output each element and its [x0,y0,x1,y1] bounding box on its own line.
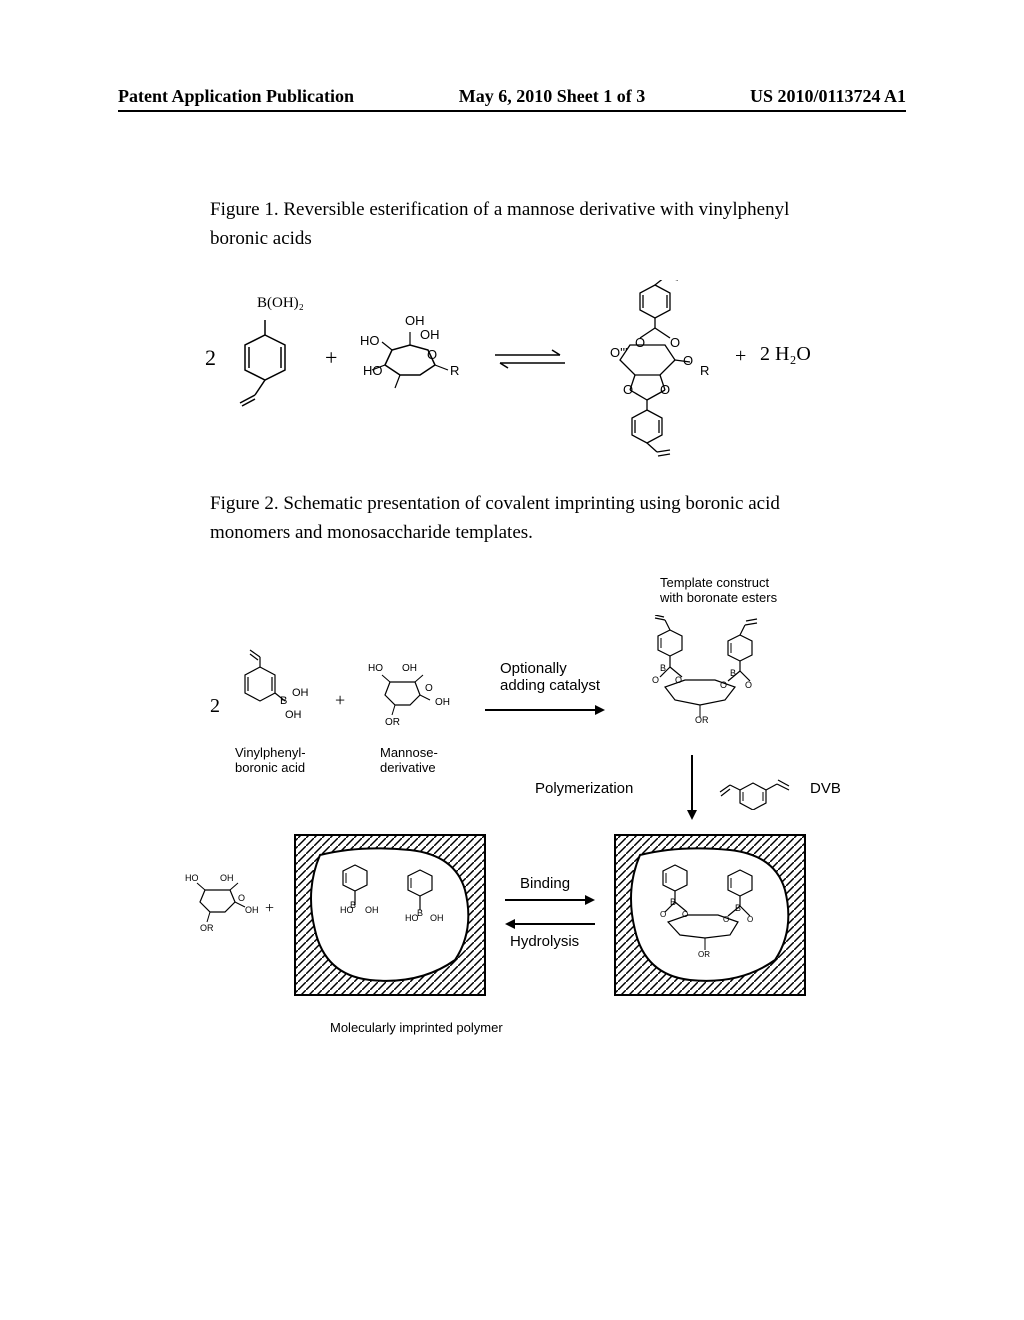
figure1-diagram: 2 B(OH)₂ + OH OH HO HO O R [205,285,815,460]
fig2-rm-oh2: OH [245,905,259,915]
fig1-prod-r: R [700,363,709,378]
fig1-prod-o5: O [623,382,633,397]
fig2-m-o: O [425,683,433,694]
figure2-caption: Figure 2. Schematic presentation of cova… [210,490,840,547]
fig2-arrow-binding [500,893,600,908]
fig2-pb-o4: O [747,915,753,924]
fig1-prod-o6: O [660,382,670,397]
fig2-tc-b1: B [660,663,666,673]
fig2-rm-o: O [238,893,245,903]
fig2-arrow-down [680,750,705,825]
fig2-oh1: OH [292,687,309,699]
fig1-prod-o2: O [670,335,680,350]
figure2-diagram: Template construct with boronate esters … [180,575,840,1075]
figure1-caption: Figure 1. Reversible esterification of a… [210,196,810,253]
fig2-plus2: + [265,900,274,918]
fig2-polymerization-label: Polymerization [535,780,633,797]
fig2-vinyl-label: Vinylphenyl- boronic acid [235,745,306,775]
fig1-prod-o3: O''' [610,345,628,360]
header-rule [118,110,906,112]
header-right: US 2010/0113724 A1 [750,86,906,107]
fig2-tc-o2: O [675,675,682,685]
fig2-plus1: + [335,690,345,711]
fig1-equilibrium-arrows [490,345,570,375]
fig1-plus: + [325,345,337,371]
fig2-tc-or: OR [695,715,709,725]
fig2-arrow1 [480,700,610,720]
fig1-prod-o4: O [683,353,693,368]
fig2-tc-o4: O [745,680,752,690]
fig2-polymer-bound [610,830,810,1000]
fig2-tc-b2: B [730,668,736,678]
page-header: Patent Application Publication May 6, 20… [0,86,1024,107]
fig1-oh2: OH [420,327,440,342]
fig2-tc-o3: O [720,680,727,690]
fig2-pe-b1: B [350,900,356,910]
fig1-boh2-label: B(OH)₂ [257,295,304,312]
fig1-mannose-structure [360,320,470,400]
fig2-rm-or: OR [200,923,214,933]
fig2-template-label: Template construct with boronate esters [660,575,777,605]
fig2-arrow-hydrolysis [500,917,600,932]
fig2-pe-b2: B [417,908,423,918]
fig2-oh2: OH [285,709,302,721]
fig2-hydrolysis-label: Hydrolysis [510,933,579,950]
fig2-m-or: OR [385,717,400,728]
fig2-coeff: 2 [210,695,220,718]
fig2-pb-o1: O [660,910,666,919]
fig2-pb-b1: B [670,897,676,907]
fig2-binding-label: Binding [520,875,570,892]
header-center: May 6, 2010 Sheet 1 of 3 [459,86,645,107]
fig2-pe-oh2: OH [430,913,444,923]
fig2-m-oh: OH [402,663,417,674]
fig1-h2o: 2 H₂O [760,343,811,366]
fig2-pb-b2: B [735,903,741,913]
fig2-mip-caption: Molecularly imprinted polymer [330,1020,503,1035]
fig2-pe-oh1: OH [365,905,379,915]
fig2-polymer-empty [290,830,490,1000]
fig2-rm-oh: OH [220,873,234,883]
fig1-coeff: 2 [205,345,216,371]
fig2-tc-o1: O [652,675,659,685]
fig2-rm-ho: HO [185,873,199,883]
fig1-ho1: HO [360,333,380,348]
fig2-pb-o3: O [723,915,729,924]
fig1-o: O [427,347,437,362]
fig2-m-oh2: OH [435,697,450,708]
fig1-product-structure [580,280,720,470]
fig2-m-ho: HO [368,663,383,674]
fig2-catalyst-label: Optionally adding catalyst [500,660,600,694]
fig1-ho2: HO [363,363,383,378]
fig1-oh1: OH [405,313,425,328]
header-left: Patent Application Publication [118,86,354,107]
fig2-vinylphenylboronic [230,645,300,745]
fig2-pb-or: OR [698,950,710,959]
fig2-mannose-label: Mannose- derivative [380,745,438,775]
fig2-pb-o2: O [682,910,688,919]
fig2-b-label: B [280,695,287,707]
fig2-dvb-label: DVB [810,780,841,797]
fig1-r: R [450,363,459,378]
fig1-vinylphenylboronic-structure [225,295,305,425]
fig2-dvb [715,770,805,810]
fig1-plus2: + [735,345,746,368]
fig2-template-construct [620,615,780,765]
fig1-prod-o1: O [635,335,645,350]
